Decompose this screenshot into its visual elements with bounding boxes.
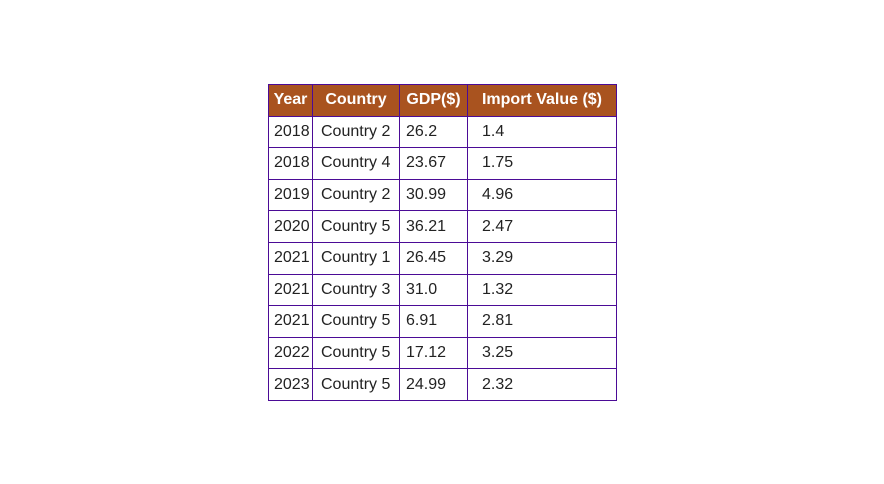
cell-country: Country 5 (312, 210, 400, 243)
cell-country: Country 5 (312, 368, 400, 401)
cell-year: 2019 (268, 178, 313, 212)
table-row: 2021 Country 1 26.45 3.29 (268, 241, 617, 275)
table-header-row: Year Country GDP($) Import Value ($) (268, 84, 617, 117)
cell-year: 2021 (268, 241, 313, 275)
cell-year: 2021 (268, 305, 313, 338)
table-row: 2021 Country 3 31.0 1.32 (268, 273, 617, 307)
table-row: 2018 Country 2 26.2 1.4 (268, 115, 617, 149)
cell-gdp: 23.67 (399, 147, 468, 180)
table-row: 2020 Country 5 36.21 2.47 (268, 210, 617, 243)
cell-year: 2018 (268, 147, 313, 180)
cell-gdp: 17.12 (399, 336, 468, 370)
cell-country: Country 2 (312, 178, 400, 212)
cell-gdp: 30.99 (399, 178, 468, 212)
table-row: 2021 Country 5 6.91 2.81 (268, 305, 617, 338)
table-body: 2018 Country 2 26.2 1.4 2018 Country 4 23.67 1.… (268, 115, 617, 401)
cell-country: Country 2 (312, 115, 400, 149)
table-row: 2018 Country 4 23.67 1.75 (268, 147, 617, 180)
table-row: 2019 Country 2 30.99 4.96 (268, 178, 617, 212)
cell-import-value: 3.29 (467, 241, 617, 275)
cell-import-value: 1.75 (467, 147, 617, 180)
cell-country: Country 3 (312, 273, 400, 307)
cell-import-value: 2.81 (467, 305, 617, 338)
cell-year: 2021 (268, 273, 313, 307)
cell-import-value: 1.4 (467, 115, 617, 149)
cell-gdp: 31.0 (399, 273, 468, 307)
cell-import-value: 3.25 (467, 336, 617, 370)
column-header-year: Year (268, 84, 313, 117)
cell-gdp: 24.99 (399, 368, 468, 401)
cell-year: 2023 (268, 368, 313, 401)
table-row: 2022 Country 5 17.12 3.25 (268, 336, 617, 370)
column-header-country: Country (312, 84, 400, 117)
cell-country: Country 5 (312, 305, 400, 338)
cell-import-value: 1.32 (467, 273, 617, 307)
cell-gdp: 26.45 (399, 241, 468, 275)
data-table: Year Country GDP($) Import Value ($) 201… (268, 84, 617, 401)
cell-country: Country 1 (312, 241, 400, 275)
cell-gdp: 6.91 (399, 305, 468, 338)
cell-year: 2022 (268, 336, 313, 370)
column-header-gdp: GDP($) (399, 84, 468, 117)
cell-gdp: 26.2 (399, 115, 468, 149)
column-header-import-value: Import Value ($) (467, 84, 617, 117)
cell-country: Country 5 (312, 336, 400, 370)
cell-import-value: 2.32 (467, 368, 617, 401)
cell-country: Country 4 (312, 147, 400, 180)
table-row: 2023 Country 5 24.99 2.32 (268, 368, 617, 401)
cell-import-value: 2.47 (467, 210, 617, 243)
cell-year: 2020 (268, 210, 313, 243)
cell-import-value: 4.96 (467, 178, 617, 212)
cell-gdp: 36.21 (399, 210, 468, 243)
cell-year: 2018 (268, 115, 313, 149)
